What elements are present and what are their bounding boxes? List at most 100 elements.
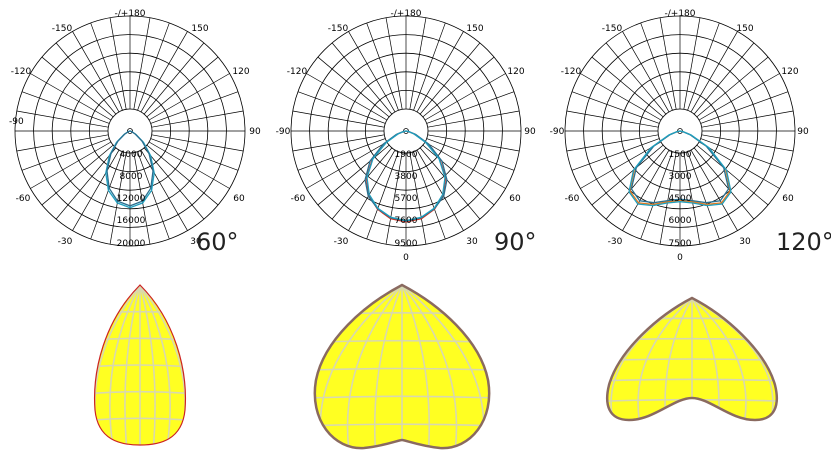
angle-label: 30 [190,237,202,247]
grid-spoke [366,151,399,240]
radial-tick-label: 7500 [669,239,692,249]
grid-spoke [146,56,219,118]
grid-spoke [605,147,667,220]
grid-spoke [422,56,495,118]
grid-spoke [331,42,393,115]
angle-label: -/+180 [391,9,422,19]
polar-grid-120 [564,15,796,247]
beam-edge [93,284,187,446]
angle-label: -30 [58,237,73,247]
grid-spoke [427,134,520,152]
grid-spoke [306,73,388,121]
beam-angle-label-120: 120° [776,228,831,256]
angle-label: -120 [11,67,32,77]
angle-labels-90: -/+180 150 120 90 60 30 0 -150 -120 -90 … [276,9,536,263]
beam-shapes [93,283,779,450]
angle-label: -90 [9,117,24,127]
polar-grid-90 [290,15,522,247]
beam-edge [313,283,491,450]
grid-spoke [571,138,660,171]
grid-spoke [413,22,446,111]
grid-spoke [640,22,673,111]
grid-spoke [306,141,388,189]
grid-spoke [696,56,769,118]
grid-spoke [416,31,464,113]
grid-spoke [571,91,660,124]
beam-shape-120 [605,296,779,422]
grid-spoke [693,147,755,220]
grid-spoke [143,147,205,220]
grid-spoke [366,22,399,111]
radial-tick-label: 3000 [669,172,692,182]
grid-spoke [690,149,738,231]
beam-grid [94,285,186,445]
grid-spoke [150,138,239,171]
grid-spoke [580,73,662,121]
angle-label: -120 [561,67,582,77]
grid-spoke [416,149,464,231]
polar-chart-120: -/+180 150 120 90 60 30 0 -150 -120 -90 … [550,9,831,263]
radial-tick-label: 7600 [395,216,418,226]
grid-spoke [413,151,446,240]
polar-chart-90: -/+180 150 120 90 60 30 0 -150 -120 -90 … [276,9,537,263]
angle-label: 150 [191,24,208,34]
grid-spoke [427,110,520,128]
angle-labels-120: -/+180 150 120 90 60 30 0 -150 -120 -90 … [550,9,809,263]
angle-label: 120 [781,67,798,77]
grid-spoke [317,56,390,118]
angle-label: -120 [287,67,308,77]
grid-spoke [72,31,120,113]
grid-spoke [140,149,188,231]
grid-spoke [409,152,427,245]
grid-spoke [297,91,386,124]
grid-spoke [385,152,403,245]
grid-spoke [419,42,481,115]
radial-tick-label: 16000 [117,216,146,226]
angle-label: 150 [466,24,483,34]
grid-spoke [426,91,515,124]
grid-spoke [55,147,117,220]
radial-tick-label: 3800 [395,172,418,182]
grid-spoke [683,152,701,245]
angle-label: 60 [233,194,245,204]
intensity-curve [366,130,446,222]
grid-spoke [690,31,738,113]
grid-spoke [109,152,127,245]
grid-spoke [41,56,114,118]
angle-label: -/+180 [665,9,696,19]
grid-spoke [317,144,390,206]
grid-spoke [385,17,403,110]
angle-label: -90 [276,127,291,137]
angle-label: -60 [565,194,580,204]
polar-chart-60: -/+180 150 120 90 60 30 -150 -120 -90 -6… [9,9,261,256]
grid-spoke [140,31,188,113]
grid-spoke [683,17,701,110]
intensity-curve [628,130,732,207]
grid-spoke [133,17,151,110]
grid-spoke [21,138,110,171]
grid-spoke [292,110,385,128]
angle-label: -60 [291,194,306,204]
radial-tick-label: 9500 [395,239,418,249]
radial-tick-label: 8000 [120,172,143,182]
grid-spoke [605,42,667,115]
grid-spoke [640,151,673,240]
radial-tick-labels-60: 4000 8000 12000 16000 20000 [117,150,146,249]
grid-spoke [693,42,755,115]
grid-spoke [659,152,677,245]
grid-spoke [137,22,170,111]
grid-spoke [687,22,720,111]
radial-tick-label: 1900 [395,150,418,160]
grid-spoke [591,56,664,118]
grid-spoke [698,73,780,121]
grid-spoke [566,134,659,152]
beam-angle-label-60: 60° [196,228,239,256]
grid-spoke [591,144,664,206]
grid-spoke [21,91,110,124]
beam-shape-60 [93,284,187,446]
angle-label: 150 [736,24,753,34]
radial-tick-labels-90: 1900 3800 5700 7600 9500 [395,150,418,249]
grid-spoke [409,17,427,110]
grid-spoke [580,141,662,189]
polar-curves-60 [105,130,155,209]
